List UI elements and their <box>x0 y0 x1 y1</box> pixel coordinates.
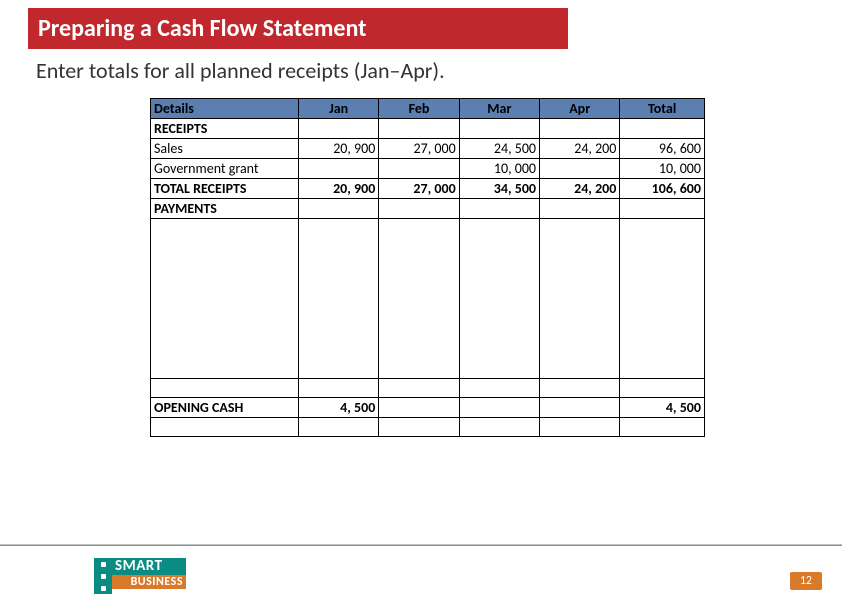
row-cell <box>299 119 379 139</box>
row-cell <box>459 199 539 219</box>
row-cell <box>620 119 705 139</box>
table-row: OPENING CASH4, 5004, 500 <box>151 398 705 418</box>
row-cell <box>299 199 379 219</box>
row-cell: 34, 500 <box>459 179 539 199</box>
row-cell <box>540 159 620 179</box>
table-row: PAYMENTS <box>151 199 705 219</box>
row-label <box>151 379 299 398</box>
row-cell: 106, 600 <box>620 179 705 199</box>
col-header-apr: Apr <box>540 99 620 119</box>
row-cell <box>620 199 705 219</box>
row-cell <box>299 379 379 398</box>
slide-subtitle: Enter totals for all planned receipts (J… <box>36 57 842 84</box>
row-label: Government grant <box>151 159 299 179</box>
logo-text-bottom: BUSINESS <box>112 575 186 589</box>
row-cell <box>299 159 379 179</box>
table-row <box>151 418 705 437</box>
footer-divider <box>0 544 842 546</box>
row-cell <box>379 418 459 437</box>
table-row: Sales20, 90027, 00024, 50024, 20096, 600 <box>151 139 705 159</box>
cashflow-table: Details Jan Feb Mar Apr Total RECEIPTSSa… <box>150 98 705 437</box>
row-cell <box>379 379 459 398</box>
col-header-mar: Mar <box>459 99 539 119</box>
row-cell <box>299 418 379 437</box>
row-cell <box>459 418 539 437</box>
col-header-feb: Feb <box>379 99 459 119</box>
smart-business-logo: SMART BUSINESS <box>94 558 186 594</box>
logo-text-top: SMART <box>112 558 186 575</box>
row-label: RECEIPTS <box>151 119 299 139</box>
row-cell: 10, 000 <box>459 159 539 179</box>
col-header-total: Total <box>620 99 705 119</box>
row-cell <box>379 159 459 179</box>
row-cell <box>620 379 705 398</box>
row-cell: 96, 600 <box>620 139 705 159</box>
cashflow-table-container: Details Jan Feb Mar Apr Total RECEIPTSSa… <box>150 98 705 437</box>
row-cell: 20, 900 <box>299 139 379 159</box>
row-label: TOTAL RECEIPTS <box>151 179 299 199</box>
row-cell: 24, 200 <box>540 179 620 199</box>
page-number-badge: 12 <box>790 572 822 590</box>
table-row: Government grant 10, 000 10, 000 <box>151 159 705 179</box>
logo-dots-icon <box>94 558 112 594</box>
row-cell <box>459 398 539 418</box>
row-cell: 27, 000 <box>379 179 459 199</box>
table-row: TOTAL RECEIPTS20, 90027, 00034, 50024, 2… <box>151 179 705 199</box>
col-header-jan: Jan <box>299 99 379 119</box>
row-label: Sales <box>151 139 299 159</box>
row-cell <box>379 119 459 139</box>
row-label <box>151 418 299 437</box>
row-cell <box>540 119 620 139</box>
row-cell: 4, 500 <box>299 398 379 418</box>
row-cell: 10, 000 <box>620 159 705 179</box>
table-row: RECEIPTS <box>151 119 705 139</box>
row-cell <box>540 398 620 418</box>
row-cell <box>540 199 620 219</box>
row-label: PAYMENTS <box>151 199 299 219</box>
row-cell: 24, 200 <box>540 139 620 159</box>
row-label: OPENING CASH <box>151 398 299 418</box>
row-cell: 20, 900 <box>299 179 379 199</box>
row-cell <box>620 418 705 437</box>
row-cell <box>540 379 620 398</box>
row-cell <box>540 418 620 437</box>
table-header-row: Details Jan Feb Mar Apr Total <box>151 99 705 119</box>
col-header-details: Details <box>151 99 299 119</box>
row-cell: 24, 500 <box>459 139 539 159</box>
slide-title: Preparing a Cash Flow Statement <box>28 8 568 49</box>
row-cell: 27, 000 <box>379 139 459 159</box>
row-cell <box>459 379 539 398</box>
row-cell <box>379 398 459 418</box>
table-row <box>151 379 705 398</box>
row-cell: 4, 500 <box>620 398 705 418</box>
table-spacer-row <box>151 219 705 379</box>
row-cell <box>459 119 539 139</box>
row-cell <box>379 199 459 219</box>
